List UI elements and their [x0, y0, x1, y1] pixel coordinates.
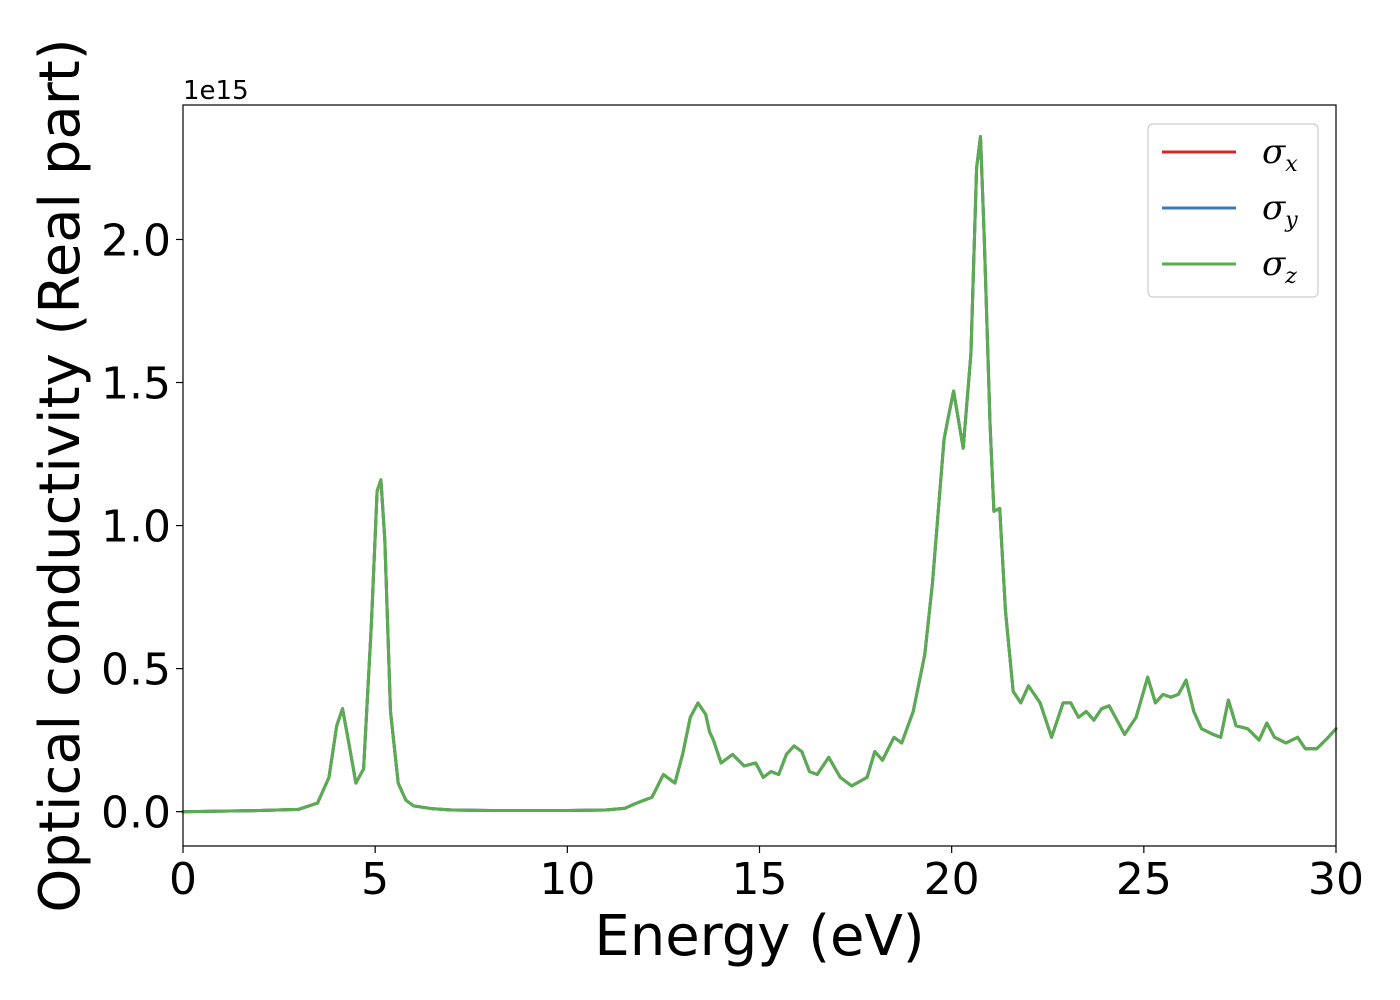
series-layer [181, 135, 1338, 814]
y-tick-label: 1.5 [101, 359, 171, 410]
x-tick-label: 25 [1116, 854, 1172, 905]
x-tick-label: 30 [1308, 854, 1364, 905]
legend-box [1147, 123, 1319, 298]
y-axis: 0.0 0.5 1.0 1.5 2.0 [101, 215, 183, 839]
x-axis-label: Energy (eV) [594, 904, 924, 969]
y-axis-label: Optical conductivity (Real part) [28, 38, 93, 912]
x-tick-label: 5 [361, 854, 389, 905]
x-tick-label: 10 [539, 854, 595, 905]
x-tick-label: 15 [732, 854, 788, 905]
legend: σx σy σz [1147, 123, 1319, 298]
legend-label-y: σy [1262, 188, 1298, 233]
x-tick-label: 20 [924, 854, 980, 905]
x-axis: 0 5 10 15 20 25 30 [169, 846, 1364, 905]
y-tick-label: 1.0 [101, 502, 171, 553]
y-offset-label: 1e15 [183, 76, 249, 106]
y-tick-label: 2.0 [101, 215, 171, 266]
series-line-z [181, 135, 1338, 814]
y-tick-label: 0.5 [101, 645, 171, 696]
y-tick-label: 0.0 [101, 788, 171, 839]
x-tick-label: 0 [169, 854, 197, 905]
legend-label-z: σz [1262, 244, 1297, 289]
legend-label-x: σx [1262, 132, 1298, 177]
